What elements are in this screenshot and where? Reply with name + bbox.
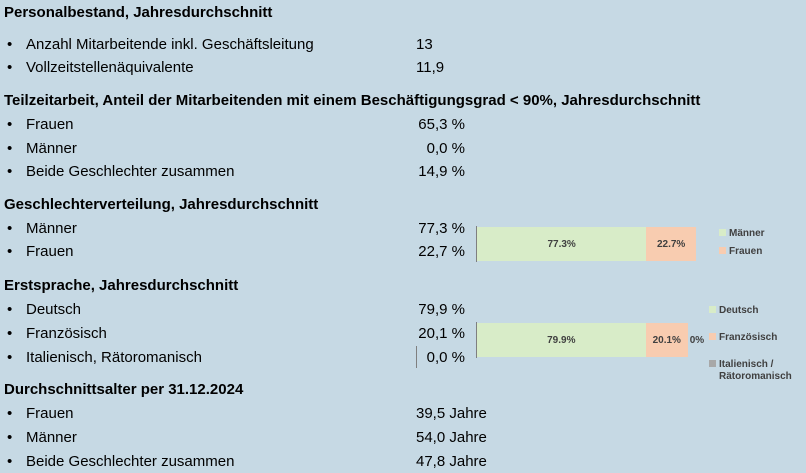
heading-personalbestand: Personalbestand, Jahresdurchschnitt bbox=[4, 4, 273, 21]
heading-geschlechterverteilung: Geschlechterverteilung, Jahresdurchschni… bbox=[4, 196, 319, 213]
language-legend: Deutsch Französisch Italienisch / Rätoroman… bbox=[709, 305, 792, 398]
row-label: Frauen bbox=[26, 116, 74, 133]
chart-axis-line bbox=[476, 322, 477, 358]
row-value: 77,3 % bbox=[418, 220, 465, 237]
row-value: 22,7 % bbox=[418, 243, 465, 260]
legend-item: Männer bbox=[719, 228, 765, 240]
row-value: 65,3 % bbox=[418, 116, 465, 133]
bullet-icon: • bbox=[7, 453, 13, 470]
bullet-icon: • bbox=[7, 220, 13, 237]
legend-swatch-icon bbox=[709, 332, 716, 340]
legend-label: Frauen bbox=[729, 246, 763, 257]
row-value: 47,8 Jahre bbox=[416, 453, 487, 470]
bullet-icon: • bbox=[7, 243, 13, 260]
bullet-icon: • bbox=[7, 59, 13, 76]
row-value: 13 bbox=[416, 36, 433, 53]
gender-legend: Männer Frauen bbox=[719, 228, 765, 264]
legend-item: Frauen bbox=[719, 246, 765, 258]
row-value: 20,1 % bbox=[418, 325, 465, 342]
heading-erstsprache: Erstsprache, Jahresdurchschnitt bbox=[4, 277, 239, 294]
row-label: Italienisch, Rätoromanisch bbox=[26, 349, 202, 366]
legend-item: Deutsch bbox=[709, 305, 792, 317]
row-label: Französisch bbox=[26, 325, 107, 342]
row-label: Männer bbox=[26, 429, 77, 446]
bullet-icon: • bbox=[7, 140, 13, 157]
cell-border-line bbox=[416, 346, 417, 368]
row-label: Beide Geschlechter zusammen bbox=[26, 163, 235, 180]
bullet-icon: • bbox=[7, 429, 13, 446]
bar-segment-deutsch: 79.9% bbox=[477, 323, 646, 357]
row-value: 11,9 bbox=[416, 59, 445, 76]
language-stacked-bar: 79.9% 20.1% 0% bbox=[477, 323, 706, 357]
heading-teilzeitarbeit: Teilzeitarbeit, Anteil der Mitarbeitende… bbox=[4, 92, 701, 109]
legend-swatch-icon bbox=[719, 228, 726, 236]
row-value: 0,0 % bbox=[426, 140, 465, 157]
bar-segment-männer: 77.3% bbox=[477, 227, 647, 261]
legend-swatch-icon bbox=[709, 359, 716, 367]
row-label: Männer bbox=[26, 140, 77, 157]
legend-label: Französisch bbox=[719, 332, 778, 343]
row-label: Beide Geschlechter zusammen bbox=[26, 453, 235, 470]
legend-label: Deutsch bbox=[719, 305, 759, 316]
gender-stacked-bar: 77.3% 22.7% bbox=[477, 227, 696, 261]
bullet-icon: • bbox=[7, 301, 13, 318]
bullet-icon: • bbox=[7, 163, 13, 180]
row-value: 0,0 % bbox=[426, 349, 465, 366]
legend-item: Italienisch / Rätoromanisch bbox=[709, 359, 792, 383]
row-value: 79,9 % bbox=[418, 301, 465, 318]
bullet-icon: • bbox=[7, 325, 13, 342]
bar-segment-französisch: 20.1% bbox=[645, 323, 688, 357]
bullet-icon: • bbox=[7, 405, 13, 422]
row-value: 39,5 Jahre bbox=[416, 405, 487, 422]
heading-durchschnittsalter: Durchschnittsalter per 31.12.2024 bbox=[4, 381, 244, 398]
chart-axis-line bbox=[476, 226, 477, 262]
row-label: Männer bbox=[26, 220, 77, 237]
row-label: Frauen bbox=[26, 243, 74, 260]
row-label: Deutsch bbox=[26, 301, 82, 318]
row-value: 14,9 % bbox=[418, 163, 465, 180]
bar-segment-italienisch-rätoromanisch: 0% bbox=[689, 334, 705, 346]
row-value: 54,0 Jahre bbox=[416, 429, 487, 446]
legend-swatch-icon bbox=[719, 246, 726, 254]
row-label: Frauen bbox=[26, 405, 74, 422]
bullet-icon: • bbox=[7, 116, 13, 133]
bar-segment-frauen: 22.7% bbox=[646, 227, 696, 261]
legend-item: Französisch bbox=[709, 332, 792, 344]
bullet-icon: • bbox=[7, 349, 13, 366]
row-label: Vollzeitstellenäquivalente bbox=[26, 59, 194, 76]
row-label: Anzahl Mitarbeitende inkl. Geschäftsleit… bbox=[26, 36, 314, 53]
legend-label: Italienisch / Rätoromanisch bbox=[719, 359, 792, 382]
bullet-icon: • bbox=[7, 36, 13, 53]
legend-swatch-icon bbox=[709, 305, 716, 313]
legend-label: Männer bbox=[729, 228, 765, 239]
